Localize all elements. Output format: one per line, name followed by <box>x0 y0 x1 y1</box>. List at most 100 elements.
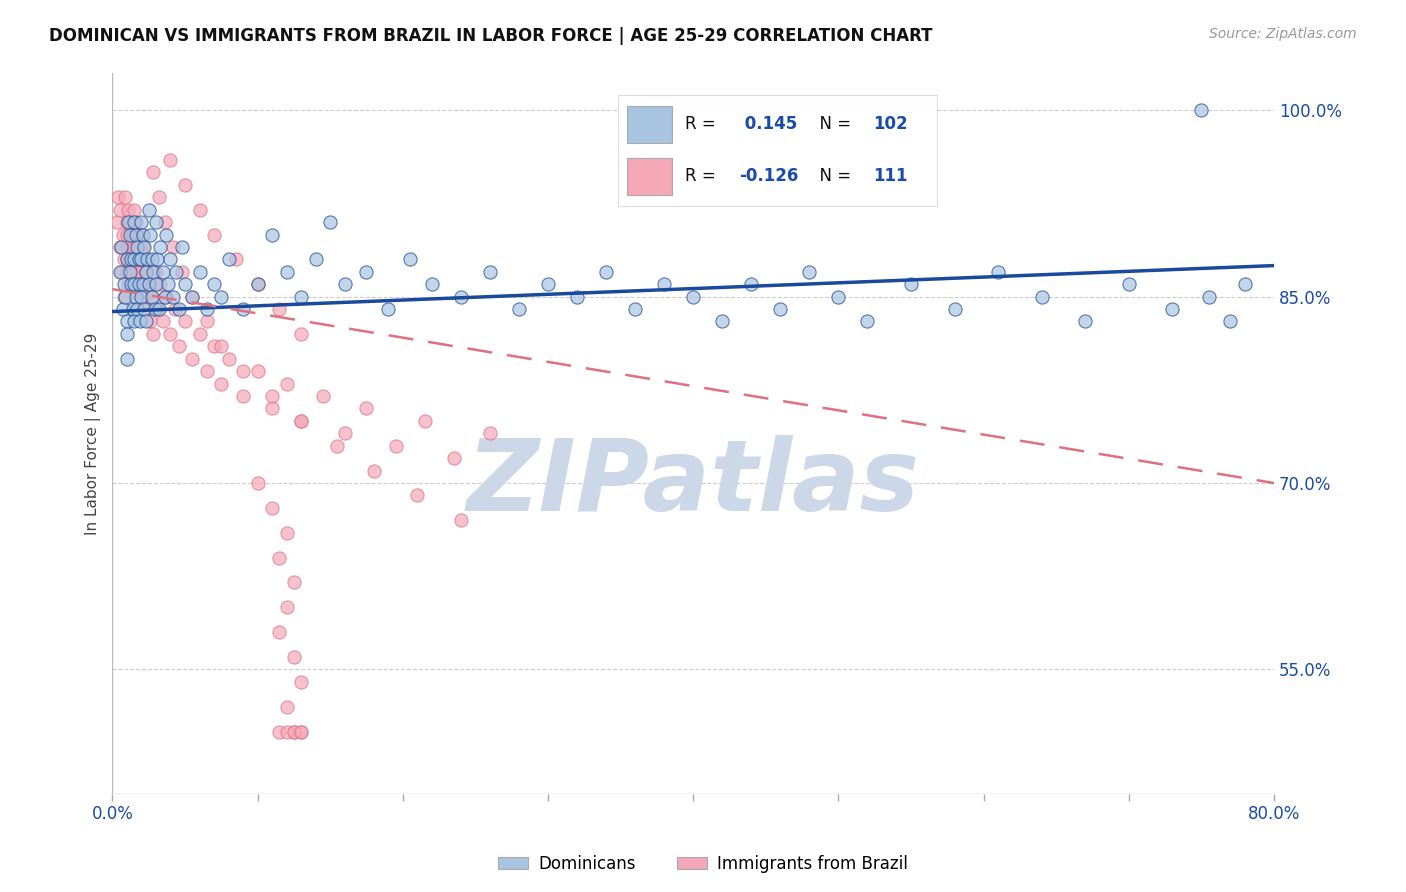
Point <box>262 389 284 403</box>
Point <box>111 301 134 316</box>
Point <box>132 240 155 254</box>
Point <box>276 265 298 279</box>
Point <box>711 314 734 328</box>
Point <box>167 339 190 353</box>
Point <box>124 227 146 242</box>
Point <box>290 414 312 428</box>
Point <box>141 290 163 304</box>
Point <box>139 227 162 242</box>
Point <box>152 314 174 328</box>
Point <box>112 252 135 267</box>
Point <box>356 401 378 416</box>
Point <box>110 240 132 254</box>
Point <box>225 252 247 267</box>
Point <box>149 277 172 292</box>
Point <box>120 252 142 267</box>
Point <box>624 301 647 316</box>
Point <box>326 439 349 453</box>
Point <box>305 252 328 267</box>
Point <box>112 277 135 292</box>
Point <box>195 364 218 378</box>
Point <box>740 277 762 292</box>
Point <box>135 265 157 279</box>
Point <box>122 240 145 254</box>
Point <box>195 314 218 328</box>
Point <box>856 314 879 328</box>
Point <box>269 550 291 565</box>
Point <box>110 265 132 279</box>
Point <box>131 215 153 229</box>
Point <box>232 364 254 378</box>
Point <box>107 190 129 204</box>
Point <box>218 351 240 366</box>
Point <box>172 240 194 254</box>
Point <box>121 301 143 316</box>
Point <box>128 240 150 254</box>
Point <box>246 476 269 491</box>
Point <box>121 227 143 242</box>
Point <box>122 215 145 229</box>
Point <box>142 326 165 341</box>
Point <box>115 265 138 279</box>
Point <box>124 215 146 229</box>
Point <box>167 301 190 316</box>
Point <box>1233 277 1256 292</box>
Point <box>174 277 197 292</box>
Point <box>181 290 204 304</box>
Point <box>174 314 197 328</box>
Point <box>142 265 165 279</box>
Point <box>363 464 385 478</box>
Point <box>149 240 172 254</box>
Point <box>283 575 305 590</box>
Point <box>118 227 141 242</box>
Point <box>127 301 149 316</box>
Point <box>246 277 269 292</box>
Point <box>139 314 162 328</box>
Point <box>138 277 160 292</box>
Point <box>195 301 218 316</box>
Point <box>153 215 176 229</box>
Point <box>124 290 146 304</box>
Point <box>1198 290 1220 304</box>
Point <box>1161 301 1184 316</box>
Point <box>117 202 139 217</box>
Point <box>269 625 291 640</box>
Point <box>1118 277 1140 292</box>
Point <box>141 290 163 304</box>
Point <box>115 326 138 341</box>
Point <box>769 301 792 316</box>
Point <box>128 277 150 292</box>
Point <box>114 190 136 204</box>
Point <box>111 227 134 242</box>
Point <box>115 252 138 267</box>
Point <box>276 699 298 714</box>
Point <box>188 202 211 217</box>
Point <box>127 265 149 279</box>
Point <box>682 290 704 304</box>
Point <box>478 265 501 279</box>
Point <box>128 277 150 292</box>
Point <box>283 724 305 739</box>
Point <box>290 326 312 341</box>
Point <box>115 314 138 328</box>
Point <box>565 290 588 304</box>
Point <box>134 301 156 316</box>
Point <box>159 326 181 341</box>
Legend: Dominicans, Immigrants from Brazil: Dominicans, Immigrants from Brazil <box>491 848 915 880</box>
Text: Source: ZipAtlas.com: Source: ZipAtlas.com <box>1209 27 1357 41</box>
Point <box>162 240 184 254</box>
Point <box>129 314 152 328</box>
Point <box>595 265 617 279</box>
Point <box>132 277 155 292</box>
Point <box>118 215 141 229</box>
Point <box>120 277 142 292</box>
Point <box>290 724 312 739</box>
Point <box>799 265 821 279</box>
Point <box>333 277 356 292</box>
Point <box>377 301 399 316</box>
Point <box>120 277 142 292</box>
Point <box>384 439 406 453</box>
Point <box>121 265 143 279</box>
Point <box>276 376 298 391</box>
Point <box>399 252 422 267</box>
